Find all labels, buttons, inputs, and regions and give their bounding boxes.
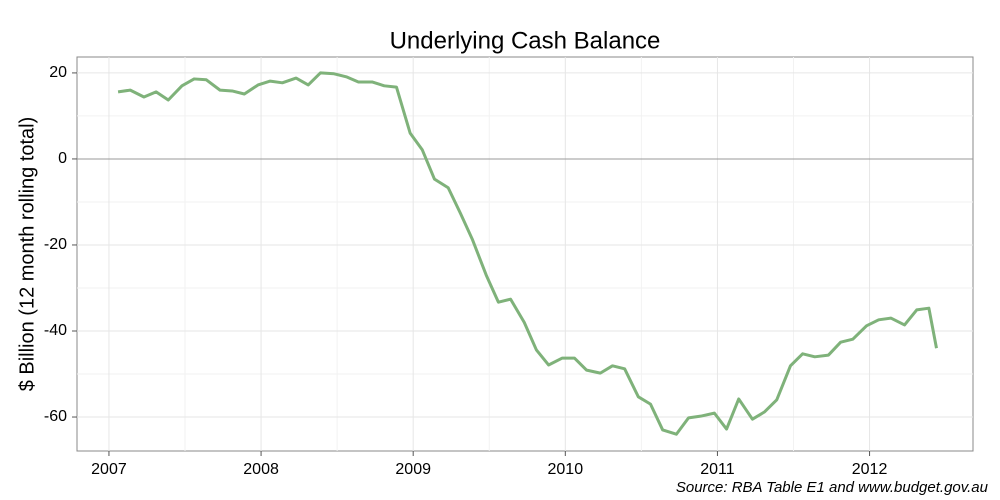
data-line — [117, 71, 938, 436]
x-tick-label: 2010 — [548, 461, 584, 478]
y-tick-label: 0 — [58, 150, 67, 167]
y-tick-label: 20 — [49, 64, 67, 81]
plot-background — [76, 56, 974, 452]
y-axis-label: $ Billion (12 month rolling total) — [16, 117, 38, 392]
x-tick-label: 2007 — [91, 461, 127, 478]
y-tick-label: -40 — [44, 322, 67, 339]
y-tick-label: -60 — [44, 408, 67, 425]
x-tick-label: 2008 — [243, 461, 279, 478]
x-tick-label: 2009 — [395, 461, 431, 478]
source-note: Source: RBA Table E1 and www.budget.gov.… — [676, 479, 989, 496]
chart-title: Underlying Cash Balance — [390, 27, 661, 54]
x-tick-label: 2011 — [700, 461, 735, 478]
x-tick-label: 2012 — [852, 461, 888, 478]
y-tick-label: -20 — [44, 236, 67, 253]
